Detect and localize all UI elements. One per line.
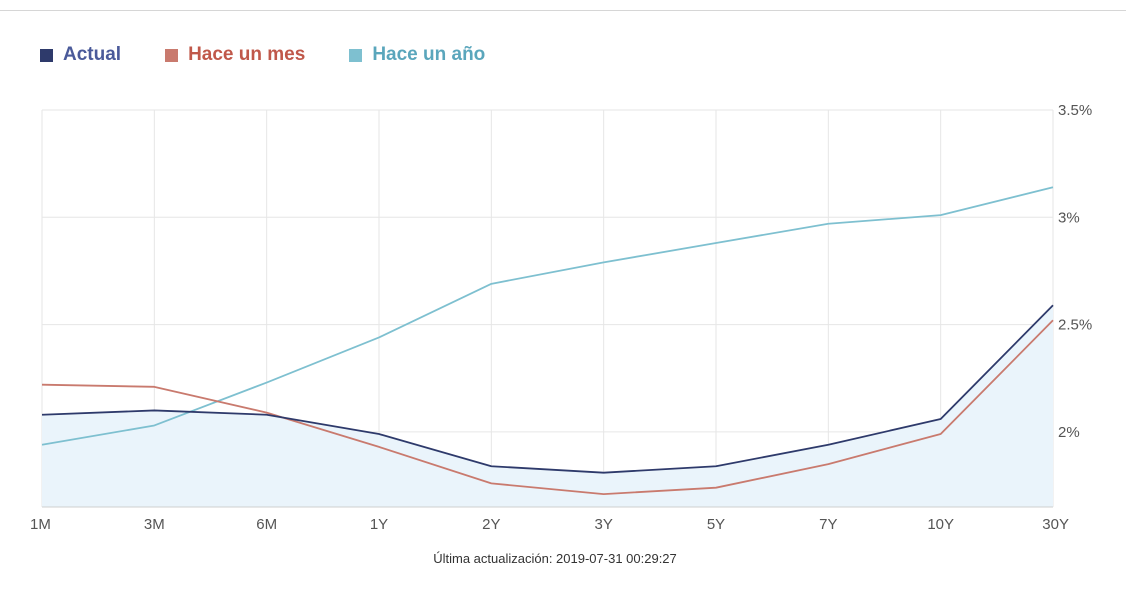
- legend-swatch-hace-un-ano: [349, 48, 363, 62]
- legend-swatch-hace-un-mes: [165, 48, 179, 62]
- x-tick-label: 30Y: [1042, 516, 1069, 533]
- legend-label-hace-un-ano: Hace un año: [372, 44, 486, 65]
- x-tick-label: 1Y: [370, 516, 388, 533]
- series-line-actual: [41, 304, 1054, 474]
- series-line-hace-un-mes: [41, 319, 1054, 496]
- x-tick-label: 3M: [144, 516, 165, 533]
- legend-item-hace-un-mes[interactable]: Hace un mes: [165, 44, 305, 66]
- last-updated-note: Última actualización: 2019-07-31 00:29:2…: [433, 551, 677, 566]
- legend-item-actual[interactable]: Actual: [40, 44, 121, 66]
- actual-area-fill: [42, 305, 1053, 507]
- y-tick-label: 3.5%: [1058, 102, 1092, 119]
- top-divider: [0, 10, 1126, 11]
- x-tick-label: 2Y: [482, 516, 500, 533]
- y-tick-label: 3%: [1058, 209, 1080, 226]
- legend-item-hace-un-ano[interactable]: Hace un año: [349, 44, 485, 66]
- x-tick-label: 10Y: [927, 516, 954, 533]
- x-tick-label: 6M: [256, 516, 277, 533]
- legend-label-actual: Actual: [63, 44, 122, 65]
- chart-legend: Actual Hace un mes Hace un año: [40, 44, 529, 66]
- x-tick-label: 7Y: [819, 516, 837, 533]
- series-line-hace-un-ano: [41, 186, 1054, 446]
- legend-swatch-actual: [40, 48, 53, 62]
- y-tick-label: 2%: [1058, 424, 1080, 441]
- y-tick-label: 2.5%: [1058, 317, 1092, 334]
- x-tick-label: 1M: [30, 516, 51, 533]
- x-tick-label: 3Y: [594, 516, 612, 533]
- legend-label-hace-un-mes: Hace un mes: [188, 44, 306, 65]
- x-tick-label: 5Y: [707, 516, 725, 533]
